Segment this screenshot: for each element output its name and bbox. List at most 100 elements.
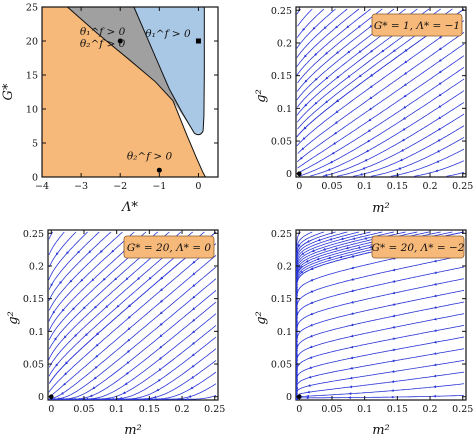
streamline bbox=[48, 243, 217, 393]
flow-arrowhead bbox=[159, 334, 163, 338]
flow2-x-axis-label: m² bbox=[124, 423, 142, 438]
flow-arrowhead bbox=[433, 306, 437, 309]
flow-arrowhead bbox=[192, 284, 196, 287]
flow-x-tick-label: 0.2 bbox=[174, 404, 189, 415]
flow-arrowhead bbox=[438, 82, 442, 85]
flow-arrowhead bbox=[352, 237, 356, 240]
flow-arrowhead bbox=[350, 312, 354, 315]
streamline bbox=[414, 160, 465, 177]
flow-arrowhead bbox=[95, 332, 99, 336]
flow-arrowhead bbox=[125, 371, 129, 375]
flow-arrowhead bbox=[340, 237, 344, 241]
streamline bbox=[296, 313, 465, 391]
streamline bbox=[51, 278, 217, 400]
streamline bbox=[49, 313, 217, 400]
flow-arrowhead bbox=[332, 141, 336, 145]
flow-arrowhead bbox=[59, 281, 63, 285]
flow-arrowhead bbox=[95, 343, 99, 347]
flow-arrowhead bbox=[85, 397, 89, 400]
streamline bbox=[48, 231, 135, 322]
streamline bbox=[297, 8, 383, 84]
flow-x-tick-label: 0.2 bbox=[422, 404, 437, 415]
flow-arrowhead bbox=[433, 294, 437, 298]
region-label-gray: θ₁^f > 0 bbox=[80, 26, 126, 38]
flow-y-tick-label: 0.25 bbox=[271, 229, 292, 240]
flow-arrowhead bbox=[349, 366, 353, 370]
streamline bbox=[300, 395, 465, 399]
phase-y-tick-label: 15 bbox=[26, 71, 38, 82]
flow-arrowhead bbox=[310, 267, 314, 270]
flow-arrowhead bbox=[391, 359, 395, 363]
flow-y-tick-label: 0.15 bbox=[23, 294, 44, 305]
flow-y-tick-label: 0.05 bbox=[23, 360, 44, 371]
flow-arrowhead bbox=[309, 345, 313, 349]
phase-markers bbox=[117, 38, 201, 173]
marker-square bbox=[195, 38, 201, 44]
flow-y-tick-label: 0 bbox=[286, 169, 292, 180]
flow-arrowhead bbox=[127, 327, 131, 331]
flow-x-tick-label: 0.25 bbox=[452, 404, 473, 415]
flow-arrowhead bbox=[64, 361, 68, 365]
flow-arrowhead bbox=[436, 149, 440, 153]
flow-arrowhead bbox=[102, 277, 106, 281]
flow-arrowhead bbox=[433, 340, 437, 344]
flow-arrowhead bbox=[191, 353, 195, 357]
flow-arrowhead bbox=[391, 370, 395, 373]
flow-arrowhead bbox=[111, 249, 115, 253]
flow-arrowhead bbox=[433, 259, 437, 263]
flow-arrowhead bbox=[52, 310, 56, 314]
flow-arrowhead bbox=[404, 49, 408, 52]
flow-arrowhead bbox=[381, 49, 385, 53]
flow-arrowhead bbox=[192, 330, 196, 334]
flow-arrowhead bbox=[300, 270, 304, 274]
flow-arrowhead bbox=[159, 288, 163, 292]
flow-arrowhead bbox=[192, 307, 196, 311]
flow-y-tick-label: 0.05 bbox=[271, 137, 292, 148]
flow-arrowhead bbox=[438, 35, 442, 39]
flow-arrowhead bbox=[345, 246, 349, 250]
flow-arrowhead bbox=[403, 105, 407, 109]
region-label-gray: θ₂^f > 0 bbox=[80, 38, 126, 50]
streamline bbox=[48, 231, 112, 301]
flow-arrowhead bbox=[296, 302, 298, 306]
flow3-legend-box bbox=[371, 235, 465, 259]
flow1-y-axis-label: g² bbox=[254, 89, 269, 103]
flow-arrowhead bbox=[122, 391, 126, 394]
streamline bbox=[296, 8, 336, 49]
streamline bbox=[296, 8, 348, 58]
flow-arrowhead bbox=[298, 244, 301, 248]
flow-arrowhead bbox=[347, 50, 351, 54]
boundary-bottom bbox=[172, 100, 206, 178]
flow-x-tick-label: 0.25 bbox=[452, 181, 473, 192]
flow3-x-ticks: 0 0.05 0.1 0.15 0.2 0.25 bbox=[296, 230, 473, 415]
flow2-x-ticks: 0 0.05 0.1 0.15 0.2 0.25 bbox=[48, 230, 225, 415]
streamline bbox=[299, 66, 465, 173]
flow1-fixed-point bbox=[296, 171, 302, 177]
streamline bbox=[296, 20, 465, 147]
flow-arrowhead bbox=[191, 342, 195, 345]
streamline bbox=[48, 231, 123, 311]
streamline bbox=[301, 383, 465, 398]
flow1-x-axis-label: m² bbox=[372, 201, 390, 216]
flow-arrowhead bbox=[116, 304, 120, 308]
flow-arrowhead bbox=[433, 271, 437, 274]
flow-arrowhead bbox=[309, 323, 313, 327]
flow-arrowhead bbox=[335, 51, 339, 54]
flow3-legend-text: G* = 20, Λ* = −2 bbox=[372, 242, 465, 254]
flow-x-tick-label: 0.25 bbox=[204, 404, 225, 415]
flow1-y-ticks: 0 0.05 0.1 0.15 0.2 0.25 bbox=[271, 6, 466, 180]
flow-arrowhead bbox=[148, 276, 152, 280]
region-orange bbox=[42, 7, 206, 177]
marker-circle bbox=[156, 167, 162, 173]
flow-arrowhead bbox=[303, 126, 307, 130]
flow-arrowhead bbox=[437, 116, 442, 120]
flow-arrowhead bbox=[369, 96, 373, 100]
flow-x-tick-label: 0.1 bbox=[357, 181, 372, 192]
streamline bbox=[353, 125, 465, 177]
flow-y-tick-label: 0.1 bbox=[277, 104, 292, 115]
boundary-orange-gray bbox=[67, 6, 174, 102]
streamline bbox=[51, 255, 217, 396]
phase-plot-frame bbox=[41, 6, 219, 178]
flow-arrowhead bbox=[350, 300, 354, 304]
flow2-y-axis-label: g² bbox=[6, 311, 21, 325]
